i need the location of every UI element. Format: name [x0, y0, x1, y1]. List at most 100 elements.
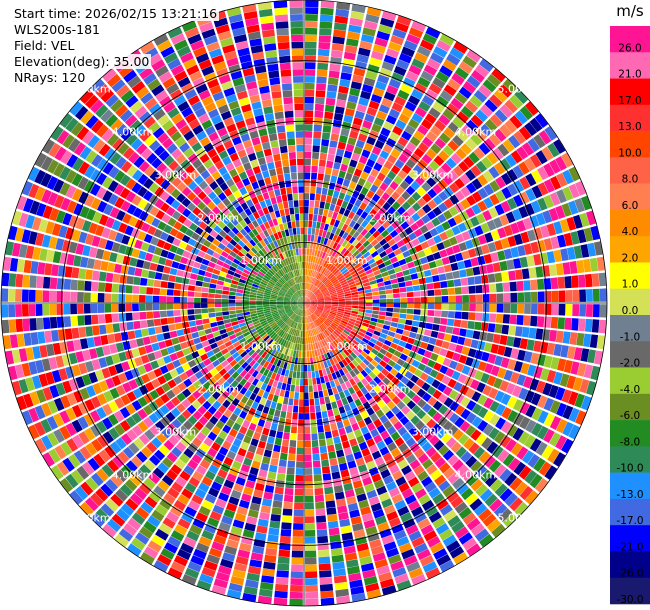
velocity-gate — [584, 273, 593, 288]
velocity-gate — [363, 319, 371, 324]
velocity-gate — [203, 437, 214, 447]
velocity-gate — [442, 59, 457, 72]
velocity-gate — [329, 324, 336, 331]
velocity-gate — [198, 505, 211, 517]
velocity-gate — [322, 268, 328, 276]
velocity-gate — [318, 549, 330, 558]
velocity-gate — [228, 306, 236, 311]
velocity-gate — [453, 41, 468, 54]
velocity-gate — [432, 493, 445, 505]
velocity-gate — [393, 298, 401, 303]
velocity-gate — [411, 404, 422, 415]
velocity-gate — [574, 393, 585, 408]
velocity-gate — [309, 200, 315, 208]
velocity-gate — [491, 68, 506, 83]
velocity-gate — [307, 357, 311, 365]
velocity-gate — [321, 288, 328, 293]
velocity-gate — [290, 349, 294, 357]
velocity-gate — [392, 28, 407, 39]
velocity-gate — [386, 303, 394, 308]
velocity-gate — [360, 90, 372, 100]
velocity-gate — [311, 336, 315, 344]
velocity-gate — [335, 355, 342, 363]
velocity-gate — [198, 536, 212, 547]
velocity-gate — [448, 206, 459, 217]
velocity-gate — [442, 174, 454, 186]
velocity-gate — [332, 356, 338, 364]
velocity-gate — [417, 327, 425, 335]
velocity-gate — [310, 419, 317, 427]
velocity-gate — [147, 352, 156, 362]
velocity-gate — [486, 219, 497, 231]
velocity-gate — [365, 526, 378, 536]
velocity-gate — [318, 42, 331, 50]
velocity-gate — [555, 435, 567, 450]
velocity-gate — [324, 297, 331, 300]
velocity-gate — [490, 229, 500, 241]
velocity-gate — [404, 101, 417, 112]
velocity-gate — [184, 333, 193, 341]
velocity-gate — [392, 261, 400, 269]
velocity-gate — [346, 202, 354, 211]
velocity-gate — [382, 355, 391, 364]
velocity-gate — [175, 322, 183, 330]
velocity-gate — [289, 312, 295, 319]
velocity-gate — [29, 318, 37, 331]
velocity-gate — [449, 546, 465, 559]
velocity-gate — [318, 166, 325, 174]
velocity-gate — [115, 469, 128, 483]
velocity-gate — [342, 418, 351, 427]
velocity-gate — [374, 558, 388, 569]
velocity-gate — [423, 64, 438, 76]
velocity-gate — [151, 534, 166, 547]
velocity-gate — [590, 225, 600, 241]
velocity-gate — [314, 328, 318, 335]
velocity-gate — [166, 389, 176, 400]
velocity-gate — [352, 384, 360, 392]
velocity-gate — [278, 337, 284, 345]
velocity-gate — [338, 360, 345, 369]
velocity-gate — [356, 364, 364, 373]
velocity-gate — [281, 368, 286, 376]
velocity-gate — [323, 174, 331, 182]
velocity-gate — [379, 446, 390, 456]
velocity-gate — [503, 248, 513, 260]
velocity-gate — [423, 329, 432, 337]
velocity-gate — [129, 257, 138, 267]
velocity-gate — [333, 330, 340, 337]
velocity-gate — [171, 261, 180, 269]
velocity-gate — [340, 215, 348, 224]
velocity-gate — [304, 303, 311, 305]
velocity-gate — [439, 560, 455, 573]
velocity-gate — [437, 332, 445, 340]
velocity-gate — [343, 389, 351, 397]
velocity-gate — [352, 117, 363, 126]
velocity-gate — [417, 518, 431, 530]
velocity-gate — [286, 474, 295, 482]
velocity-gate — [269, 340, 276, 348]
velocity-gate — [293, 364, 298, 372]
velocity-gate — [102, 250, 111, 261]
velocity-gate — [352, 231, 360, 239]
velocity-gate — [267, 436, 275, 444]
velocity-gate — [278, 375, 285, 383]
velocity-gate — [100, 503, 115, 517]
velocity-gate — [288, 453, 296, 461]
velocity-gate — [166, 362, 175, 372]
velocity-gate — [304, 282, 306, 290]
velocity-gate — [291, 313, 296, 320]
velocity-gate — [483, 183, 495, 196]
velocity-gate — [416, 388, 426, 398]
velocity-gate — [356, 225, 365, 234]
velocity-gate — [299, 309, 302, 316]
velocity-gate — [244, 389, 252, 398]
velocity-gate — [305, 27, 318, 35]
velocity-gate — [226, 473, 237, 483]
velocity-gate — [316, 180, 323, 188]
velocity-gate — [341, 239, 349, 248]
velocity-gate — [566, 216, 577, 231]
velocity-gate — [524, 390, 535, 403]
velocity-gate — [519, 176, 531, 190]
velocity-gate — [434, 119, 447, 132]
velocity-gate — [543, 413, 555, 427]
